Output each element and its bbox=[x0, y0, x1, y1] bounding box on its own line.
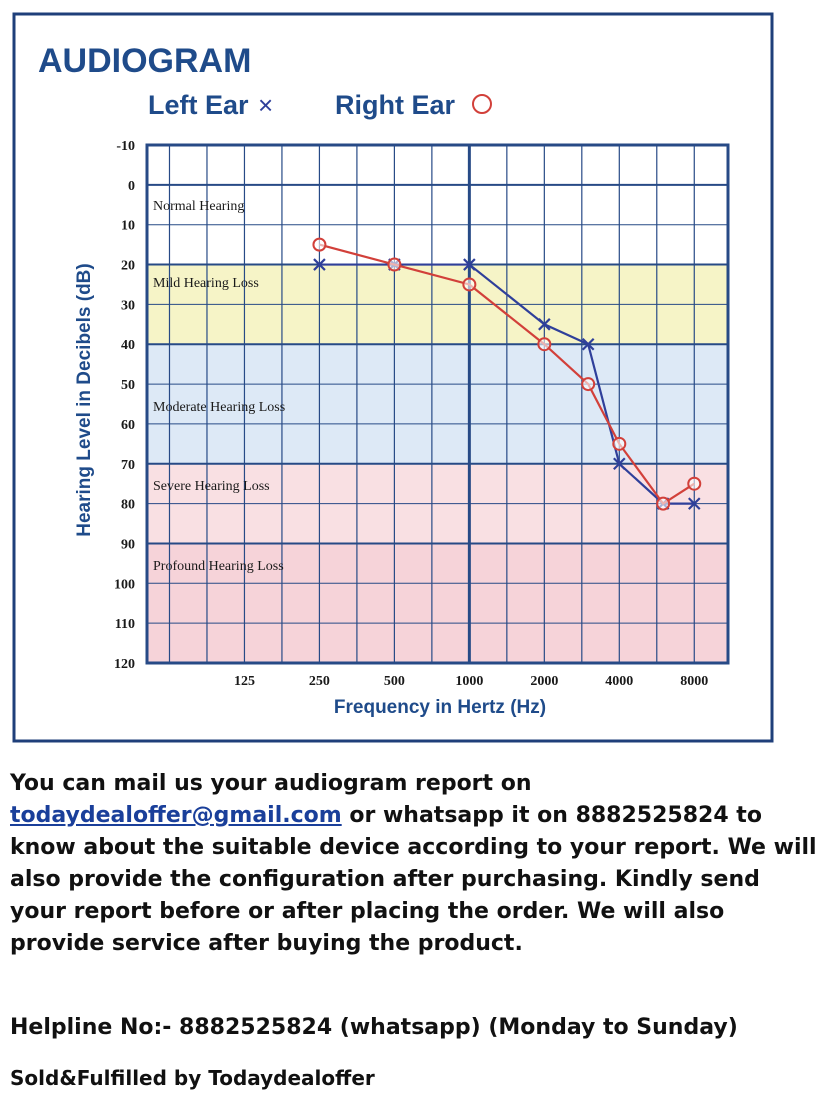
y-tick-label: 80 bbox=[121, 498, 135, 513]
zone-label: Moderate Hearing Loss bbox=[153, 400, 285, 415]
x-tick-label: 4000 bbox=[605, 674, 633, 689]
left-ear-point bbox=[613, 457, 626, 471]
left-ear-point bbox=[581, 337, 595, 351]
legend-right-ear-label: Right Ear bbox=[335, 90, 456, 120]
y-tick-label: -10 bbox=[116, 139, 135, 154]
chart-title: AUDIOGRAM bbox=[38, 42, 251, 80]
right-ear-point bbox=[656, 496, 671, 511]
y-tick-label: 0 bbox=[128, 179, 135, 194]
left-ear-line bbox=[319, 263, 695, 505]
right-ear-point bbox=[462, 277, 477, 292]
x-tick-label: 500 bbox=[384, 674, 405, 689]
zone-label: Severe Hearing Loss bbox=[153, 479, 270, 494]
left-ear-point bbox=[463, 258, 476, 271]
y-tick-label: 20 bbox=[121, 259, 135, 274]
legend: Left Ear × Right Ear bbox=[148, 90, 492, 120]
x-tick-label: 1000 bbox=[455, 674, 483, 689]
left-ear-point bbox=[687, 497, 701, 510]
seller-text: Sold&Fulfilled by Todaydealoffer bbox=[10, 1066, 375, 1090]
x-tick-label: 2000 bbox=[530, 674, 558, 689]
left-ear-point bbox=[538, 318, 551, 331]
right-ear-point bbox=[687, 476, 702, 491]
email-link[interactable]: todaydealoffer@gmail.com bbox=[10, 803, 342, 828]
right-ear-point bbox=[612, 436, 627, 451]
x-tick-label: 250 bbox=[309, 674, 330, 689]
y-tick-label: 30 bbox=[121, 298, 135, 313]
right-ear-point bbox=[537, 337, 552, 352]
right-ear-point bbox=[581, 377, 596, 392]
zone-band bbox=[147, 543, 728, 663]
y-tick-label: 60 bbox=[121, 418, 135, 433]
x-tick-label: 8000 bbox=[680, 674, 708, 689]
zone-band bbox=[147, 145, 728, 185]
helpline-text: Helpline No:- 8882525824 (whatsapp) (Mon… bbox=[10, 1015, 738, 1040]
zone-label: Normal Hearing bbox=[153, 199, 244, 214]
y-tick-label: 40 bbox=[121, 338, 135, 353]
legend-left-ear-label: Left Ear bbox=[148, 90, 249, 120]
info-text: You can mail us your audiogram report on… bbox=[10, 768, 820, 960]
y-tick-label: 70 bbox=[121, 458, 135, 473]
y-tick-label: 110 bbox=[115, 617, 135, 632]
x-axis-label: Frequency in Hertz (Hz) bbox=[334, 697, 546, 718]
y-tick-label: 50 bbox=[121, 378, 135, 393]
left-ear-point bbox=[313, 258, 326, 271]
right-ear-point bbox=[312, 237, 327, 252]
y-tick-label: 90 bbox=[121, 537, 135, 552]
zone-label: Mild Hearing Loss bbox=[153, 276, 259, 291]
right-ear-line bbox=[319, 243, 695, 506]
x-tick-label: 125 bbox=[234, 674, 255, 689]
legend-right-ear-marker bbox=[472, 94, 492, 114]
audiogram-chart: AUDIOGRAM Left Ear × Right Ear Normal He… bbox=[12, 12, 774, 743]
legend-left-ear-marker: × bbox=[258, 90, 273, 120]
right-ear-point bbox=[387, 257, 402, 272]
info-line1: You can mail us your audiogram report on bbox=[10, 771, 532, 796]
info-body: or whatsapp it on 8882525824 to know abo… bbox=[10, 803, 817, 956]
y-tick-label: 10 bbox=[121, 219, 135, 234]
y-tick-label: 120 bbox=[114, 657, 135, 672]
zone-band bbox=[147, 344, 728, 464]
y-tick-label: 100 bbox=[114, 577, 135, 592]
plot-border bbox=[145, 143, 730, 665]
zone-label: Profound Hearing Loss bbox=[153, 559, 284, 574]
y-axis-label: Hearing Level in Decibels (dB) bbox=[74, 263, 95, 536]
